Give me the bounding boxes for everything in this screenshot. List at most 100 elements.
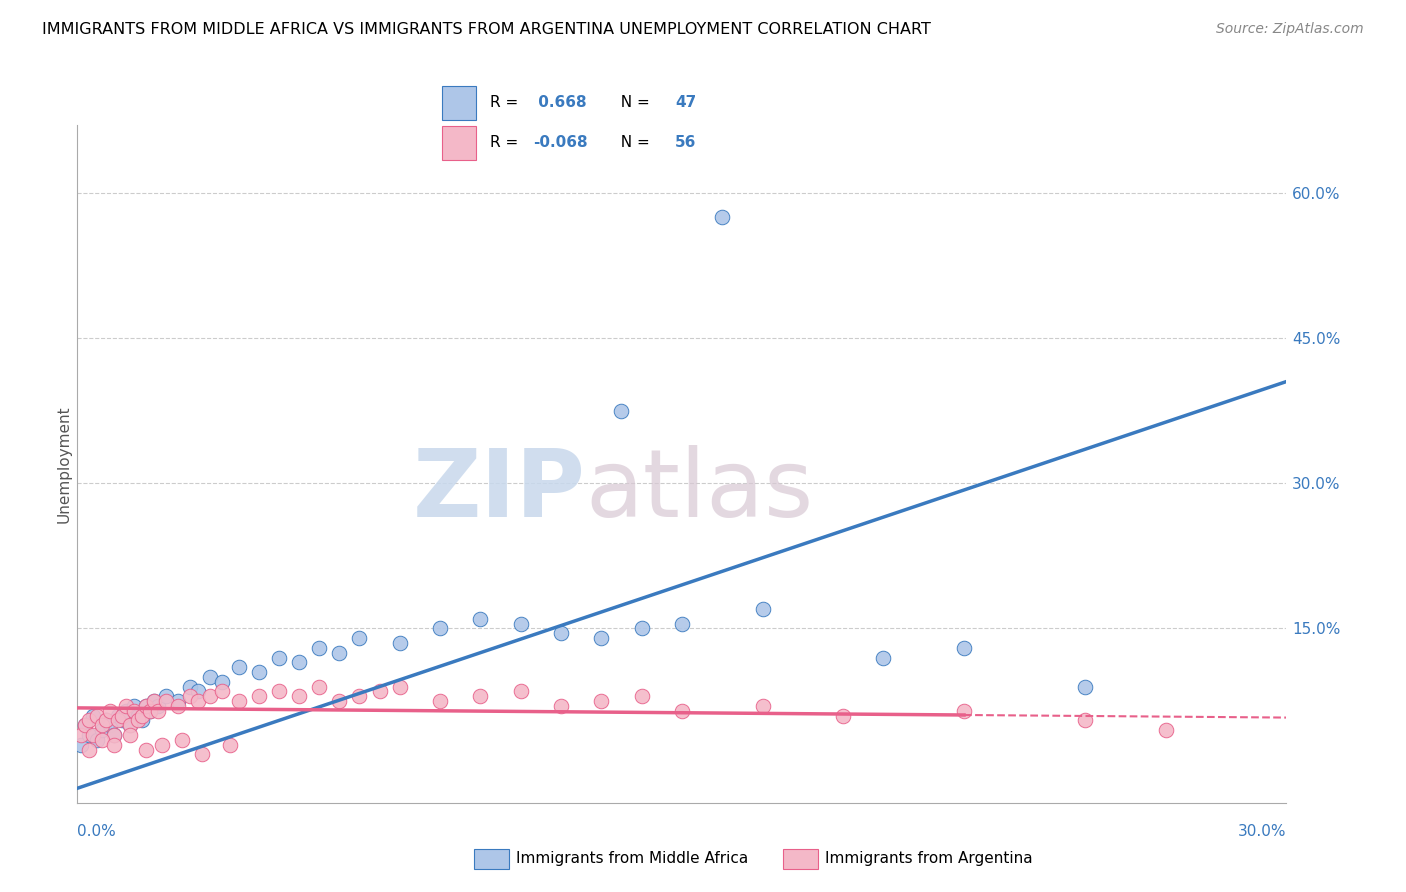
Point [139,704,162,718]
Point [288,690,311,704]
Point [79,742,101,756]
Text: 56: 56 [675,136,696,150]
Point [470,690,492,704]
Point [1074,680,1097,694]
Point [150,738,173,752]
Point [630,622,652,636]
Point [139,704,162,718]
Point [953,704,976,718]
Point [1074,714,1097,728]
Text: atlas: atlas [585,445,814,537]
Point [872,650,894,665]
Point [98,704,121,718]
Bar [443,126,477,160]
Point [146,698,169,713]
Point [200,670,222,684]
Point [142,694,165,708]
Point [953,640,976,655]
Point [155,694,177,708]
Point [94,714,117,728]
Text: IMMIGRANTS FROM MIDDLE AFRICA VS IMMIGRANTS FROM ARGENTINA UNEMPLOYMENT CORRELAT: IMMIGRANTS FROM MIDDLE AFRICA VS IMMIGRA… [42,22,931,37]
Point [288,656,311,670]
Text: Immigrants from Argentina: Immigrants from Argentina [825,851,1033,865]
Point [155,690,177,704]
Point [711,210,734,224]
Point [509,616,531,631]
Text: ZIP: ZIP [412,445,585,537]
Point [114,698,136,713]
Point [75,718,97,732]
Point [94,714,117,728]
Point [111,714,134,728]
Y-axis label: Unemployment: Unemployment [56,405,72,523]
Point [832,708,855,723]
Point [349,631,371,645]
Point [328,694,350,708]
Point [107,708,129,723]
Point [308,680,330,694]
Point [179,690,201,704]
Point [671,616,693,631]
Point [470,612,492,626]
Point [591,631,613,645]
Point [118,718,141,732]
Point [267,650,290,665]
Point [82,708,104,723]
Text: 47: 47 [675,95,696,110]
Point [79,728,101,742]
Point [111,708,134,723]
Point [82,728,104,742]
Point [107,714,129,728]
Point [247,665,270,679]
Point [368,684,391,698]
Point [135,698,157,713]
Point [90,732,112,747]
Point [550,698,572,713]
Point [127,708,149,723]
Text: R =: R = [489,95,523,110]
Point [228,660,250,674]
Point [610,403,633,417]
Point [187,694,209,708]
Point [388,680,411,694]
Point [429,622,451,636]
Point [122,704,145,718]
Text: Source: ZipAtlas.com: Source: ZipAtlas.com [1216,22,1364,37]
Text: N =: N = [612,95,655,110]
Point [751,698,773,713]
Point [267,684,290,698]
Bar [443,86,477,120]
Point [118,728,141,742]
Text: Immigrants from Middle Africa: Immigrants from Middle Africa [516,851,748,865]
Point [550,626,572,640]
Point [146,704,169,718]
Point [90,723,112,738]
Point [308,640,330,655]
Point [122,698,145,713]
Point [228,694,250,708]
Point [200,690,222,704]
Point [114,704,136,718]
Point [86,732,108,747]
Text: -0.068: -0.068 [533,136,588,150]
Point [98,718,121,732]
Point [328,646,350,660]
Point [247,690,270,704]
Point [167,698,190,713]
Point [591,694,613,708]
Point [135,698,157,713]
Text: N =: N = [612,136,655,150]
Point [1154,723,1177,738]
Text: 30.0%: 30.0% [1239,824,1286,838]
Point [103,728,125,742]
Point [131,708,153,723]
Point [509,684,531,698]
Point [211,684,233,698]
Point [70,728,93,742]
Point [79,714,101,728]
Point [191,747,214,762]
Point [127,714,149,728]
Point [429,694,451,708]
Point [118,718,141,732]
Point [103,738,125,752]
